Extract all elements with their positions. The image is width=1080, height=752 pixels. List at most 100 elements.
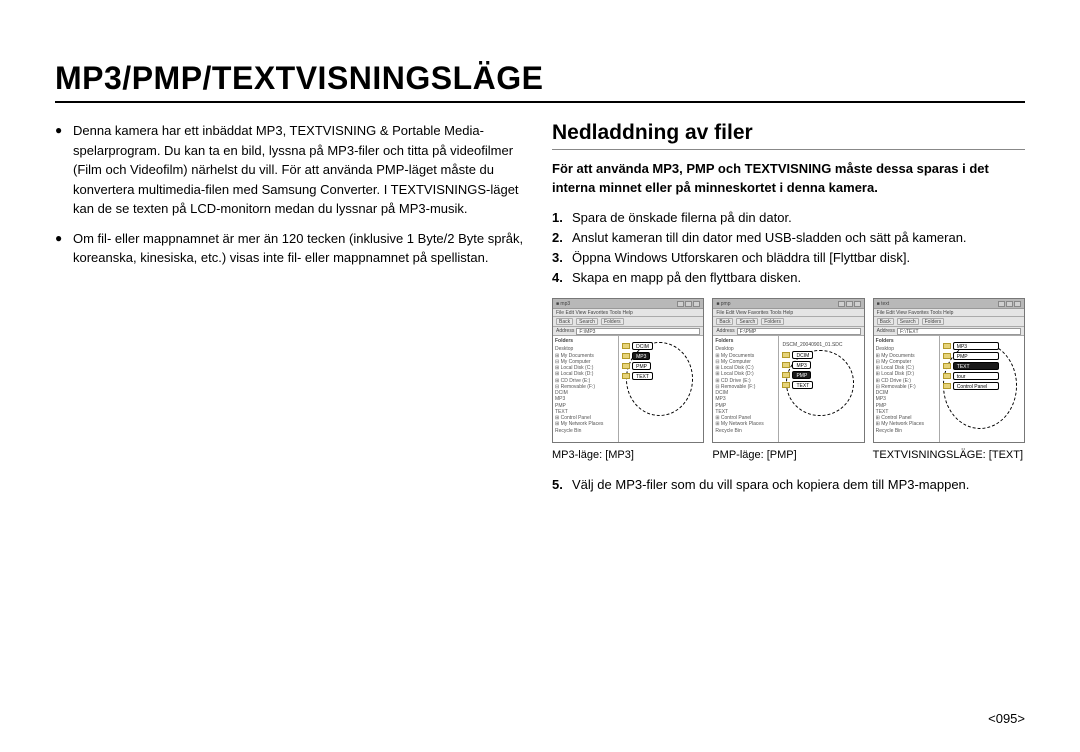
address-label: Address bbox=[877, 327, 895, 336]
file-item: MP3 bbox=[943, 342, 1021, 350]
file-item: TEXT bbox=[943, 362, 1021, 370]
file-label: MP3 bbox=[632, 352, 650, 360]
file-label: TEXT bbox=[953, 362, 999, 370]
tree-lines-1: Desktop⊞ My Documents⊟ My Computer ⊞ Loc… bbox=[555, 346, 616, 434]
folder-icon bbox=[782, 382, 790, 388]
file-item: DCIM bbox=[782, 351, 860, 359]
step-list-after: 5.Välj de MP3-filer som du vill spara oc… bbox=[552, 475, 1025, 495]
folders-button: Folders bbox=[922, 318, 945, 325]
list-item: 5.Välj de MP3-filer som du vill spara oc… bbox=[552, 475, 1025, 495]
file-label: TEXT bbox=[632, 372, 653, 380]
file-item: DCIM bbox=[622, 342, 700, 350]
tree-heading: Folders bbox=[876, 338, 937, 344]
file-item: TEXT bbox=[782, 381, 860, 389]
explorer-window: ■ pmp File Edit View Favorites Tools Hel… bbox=[712, 298, 864, 443]
folder-icon bbox=[622, 343, 630, 349]
file-pane: DCIM MP3 PMP TEXT bbox=[619, 336, 703, 442]
folder-tree: Folders Desktop⊞ My Documents⊟ My Comput… bbox=[874, 336, 940, 442]
step-number: 4. bbox=[552, 268, 572, 288]
folders-button: Folders bbox=[601, 318, 624, 325]
window-titlebar: ■ text bbox=[874, 299, 1024, 309]
bullet-icon: ● bbox=[55, 121, 73, 219]
bullet-icon: ● bbox=[55, 229, 73, 268]
screenshot-pmp: ■ pmp File Edit View Favorites Tools Hel… bbox=[712, 298, 864, 463]
address-label: Address bbox=[556, 327, 574, 336]
list-item: 3.Öppna Windows Utforskaren och bläddra … bbox=[552, 248, 1025, 268]
step-number: 5. bbox=[552, 475, 572, 495]
back-button: Back bbox=[877, 318, 894, 325]
address-box: F:\TEXT bbox=[897, 328, 1021, 335]
file-item: PMP bbox=[782, 371, 860, 379]
file-label: PMP bbox=[632, 362, 651, 370]
file-label: tour bbox=[953, 372, 999, 380]
tree-item: Recycle Bin bbox=[715, 428, 776, 434]
step-text: Öppna Windows Utforskaren och bläddra ti… bbox=[572, 248, 1025, 268]
step-text: Välj de MP3-filer som du vill spara och … bbox=[572, 475, 1025, 495]
tree-heading: Folders bbox=[715, 338, 776, 344]
folder-icon bbox=[943, 353, 951, 359]
address-bar: Address F:\TEXT bbox=[874, 327, 1024, 336]
screenshot-caption: TEXTVISNINGSLÄGE: [TEXT] bbox=[873, 449, 1025, 463]
files-3: MP3PMPTEXTtourControl Panel bbox=[943, 342, 1021, 390]
list-item: 1.Spara de önskade filerna på din dator. bbox=[552, 208, 1025, 228]
tree-heading: Folders bbox=[555, 338, 616, 344]
address-bar: Address F:\PMP bbox=[713, 327, 863, 336]
left-column: ● Denna kamera har ett inbäddat MP3, TEX… bbox=[55, 121, 528, 505]
content-columns: ● Denna kamera har ett inbäddat MP3, TEX… bbox=[55, 121, 1025, 505]
tree-item: Recycle Bin bbox=[876, 428, 937, 434]
file-item: TEXT bbox=[622, 372, 700, 380]
window-buttons bbox=[838, 301, 861, 307]
folder-icon bbox=[943, 373, 951, 379]
screenshot-mp3: ■ mp3 File Edit View Favorites Tools Hel… bbox=[552, 298, 704, 463]
address-box: F:\MP3 bbox=[576, 328, 700, 335]
page-title: MP3/PMP/TEXTVISNINGSLÄGE bbox=[55, 60, 1025, 103]
folder-tree: Folders Desktop⊞ My Documents⊟ My Comput… bbox=[553, 336, 619, 442]
section-heading: Nedladdning av filer bbox=[552, 121, 1025, 150]
list-item: ● Om fil- eller mappnamnet är mer än 120… bbox=[55, 229, 528, 268]
step-number: 1. bbox=[552, 208, 572, 228]
file-label: TEXT bbox=[792, 381, 813, 389]
address-label: Address bbox=[716, 327, 734, 336]
folder-icon bbox=[782, 362, 790, 368]
file-label: PMP bbox=[792, 371, 811, 379]
screenshot-caption: PMP-läge: [PMP] bbox=[712, 449, 864, 463]
tree-item: Recycle Bin bbox=[555, 428, 616, 434]
file-label: MP3 bbox=[792, 361, 810, 369]
address-box: F:\PMP bbox=[737, 328, 861, 335]
file-label: DCIM bbox=[632, 342, 653, 350]
file-label: PMP bbox=[953, 352, 999, 360]
file-item: MP3 bbox=[782, 361, 860, 369]
step-text: Anslut kameran till din dator med USB-sl… bbox=[572, 228, 1025, 248]
intro-list: ● Denna kamera har ett inbäddat MP3, TEX… bbox=[55, 121, 528, 268]
back-button: Back bbox=[556, 318, 573, 325]
page-number: <095> bbox=[988, 711, 1025, 726]
bullet-text: Om fil- eller mappnamnet är mer än 120 t… bbox=[73, 229, 528, 268]
back-button: Back bbox=[716, 318, 733, 325]
file-label: DCIM bbox=[792, 351, 813, 359]
bullet-text: Denna kamera har ett inbäddat MP3, TEXTV… bbox=[73, 121, 528, 219]
explorer-window: ■ text File Edit View Favorites Tools He… bbox=[873, 298, 1025, 443]
list-item: ● Denna kamera har ett inbäddat MP3, TEX… bbox=[55, 121, 528, 219]
folder-icon bbox=[782, 352, 790, 358]
section-intro: För att använda MP3, PMP och TEXTVISNING… bbox=[552, 160, 1025, 198]
list-item: 2.Anslut kameran till din dator med USB-… bbox=[552, 228, 1025, 248]
file-label: MP3 bbox=[953, 342, 999, 350]
folder-icon bbox=[782, 372, 790, 378]
folder-icon bbox=[622, 373, 630, 379]
tree-lines-2: Desktop⊞ My Documents⊟ My Computer ⊞ Loc… bbox=[715, 346, 776, 434]
window-titlebar: ■ pmp bbox=[713, 299, 863, 309]
window-menubar: File Edit View Favorites Tools Help bbox=[874, 309, 1024, 317]
folder-icon bbox=[943, 383, 951, 389]
search-button: Search bbox=[897, 318, 919, 325]
step-list: 1.Spara de önskade filerna på din dator.… bbox=[552, 208, 1025, 289]
explorer-window: ■ mp3 File Edit View Favorites Tools Hel… bbox=[552, 298, 704, 443]
file-item: PMP bbox=[622, 362, 700, 370]
folder-icon bbox=[622, 363, 630, 369]
window-titlebar: ■ mp3 bbox=[553, 299, 703, 309]
file-item: PMP bbox=[943, 352, 1021, 360]
window-buttons bbox=[998, 301, 1021, 307]
folder-icon bbox=[943, 343, 951, 349]
step-text: Skapa en mapp på den flyttbara disken. bbox=[572, 268, 1025, 288]
screenshot-text: ■ text File Edit View Favorites Tools He… bbox=[873, 298, 1025, 463]
list-item: 4.Skapa en mapp på den flyttbara disken. bbox=[552, 268, 1025, 288]
